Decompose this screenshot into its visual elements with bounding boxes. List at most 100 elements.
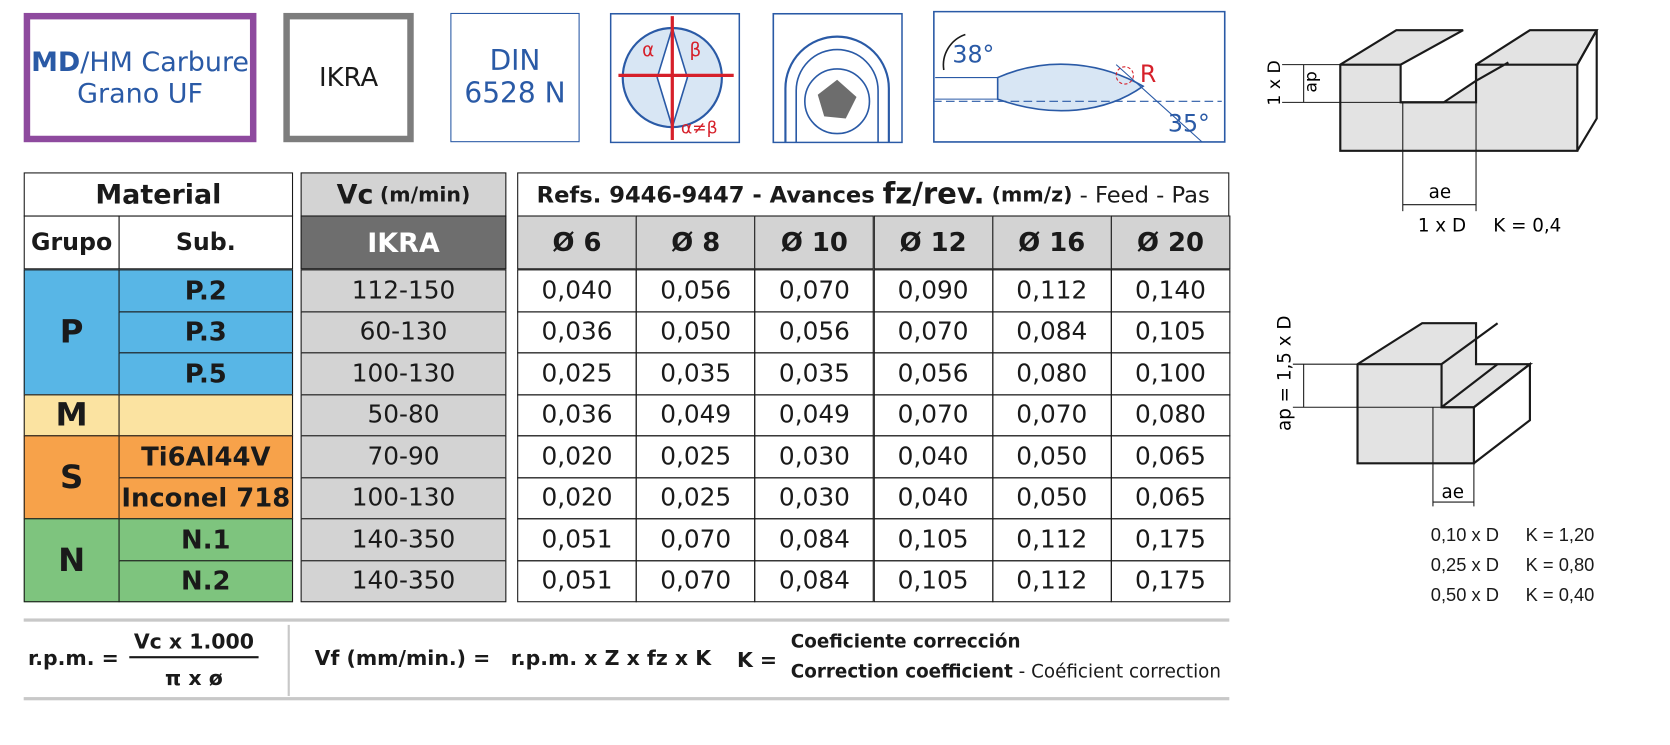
feed-cell: 0,056 bbox=[754, 310, 875, 354]
tool-icon: 38° R 35° bbox=[933, 10, 1226, 143]
standard-line1: DIN bbox=[489, 45, 541, 78]
diameter-header: Ø 6 bbox=[517, 215, 637, 270]
diameter-header: Ø 16 bbox=[991, 215, 1112, 270]
beta-label: β bbox=[690, 40, 702, 61]
feed-cell: 0,140 bbox=[1110, 269, 1231, 312]
feed-cell: 0,100 bbox=[1110, 352, 1231, 395]
feed-cell: 0,020 bbox=[517, 435, 637, 478]
rule-top bbox=[23, 618, 1230, 622]
feed-cell: 0,051 bbox=[517, 518, 637, 561]
alpha-label: α bbox=[642, 40, 654, 61]
refs-part: - Pas bbox=[1148, 181, 1210, 208]
feed-cell: 0,030 bbox=[754, 476, 875, 520]
feed-cell: 0,050 bbox=[991, 476, 1112, 520]
vc-cell: 50-80 bbox=[300, 393, 507, 437]
vc-cell: 60-130 bbox=[300, 310, 507, 354]
group-cell: M bbox=[23, 393, 120, 437]
feed-cell: 0,070 bbox=[754, 269, 875, 312]
sub-header: Sub. bbox=[118, 215, 294, 270]
k-depth: 0,25 x D bbox=[1430, 554, 1499, 576]
sub-cell: N.1 bbox=[118, 518, 294, 561]
diameter-header: Ø 12 bbox=[873, 215, 993, 270]
k-en: Correction coefficient bbox=[790, 661, 1013, 684]
sub-cell: Inconel 718 bbox=[118, 476, 294, 520]
k-value: K = 1,20 bbox=[1525, 524, 1595, 546]
slot-k: K = 0,4 bbox=[1493, 216, 1561, 237]
feed-cell: 0,036 bbox=[517, 393, 637, 437]
slot-ap: ap bbox=[1302, 71, 1322, 92]
standard-line2: 6528 N bbox=[464, 77, 566, 110]
feed-cell: 0,056 bbox=[873, 352, 993, 395]
material-bold: MD bbox=[31, 46, 81, 78]
k-value: K = 0,80 bbox=[1525, 554, 1595, 576]
diagram-slot: 1 x D ap ae 1 x D K = 0,4 bbox=[1265, 29, 1599, 237]
k-en-fr: Correction coefficient - Coéficient corr… bbox=[791, 662, 1221, 684]
feed-cell: 0,090 bbox=[873, 269, 993, 312]
vc-label: Vc bbox=[336, 178, 374, 211]
helix-angle-2: 35° bbox=[1168, 109, 1210, 137]
sub-cell: P.5 bbox=[118, 352, 294, 395]
divider bbox=[287, 624, 290, 697]
material-rest: /HM Carbure bbox=[80, 46, 250, 78]
feed-cell: 0,025 bbox=[517, 352, 637, 395]
feed-cell: 0,065 bbox=[1110, 476, 1231, 520]
feed-cell: 0,175 bbox=[1110, 518, 1231, 561]
sub-cell: Ti6Al44V bbox=[118, 435, 294, 478]
feed-cell: 0,051 bbox=[517, 559, 637, 603]
group-cell: S bbox=[23, 435, 120, 520]
diameter-header: Ø 20 bbox=[1110, 215, 1231, 270]
feed-cell: 0,070 bbox=[635, 518, 756, 561]
helix-icon bbox=[772, 12, 903, 144]
helix-angle-1: 38° bbox=[952, 40, 994, 68]
material-line2: Grano UF bbox=[77, 77, 203, 109]
rpm-denominator: π x ø bbox=[165, 666, 223, 691]
feed-cell: 0,030 bbox=[754, 435, 875, 478]
k-depth: 0,10 x D bbox=[1430, 524, 1499, 546]
sub-cell bbox=[118, 393, 294, 437]
group-cell: P bbox=[23, 269, 120, 395]
k-lhs: K = bbox=[736, 648, 778, 673]
k-sep: - bbox=[1012, 661, 1032, 684]
vc-cell: 140-350 bbox=[300, 518, 507, 561]
k-es: Coeficiente corrección bbox=[790, 631, 1021, 653]
feed-cell: 0,036 bbox=[517, 310, 637, 354]
feed-cell: 0,084 bbox=[754, 518, 875, 561]
standard-badge: DIN 6528 N bbox=[450, 12, 580, 143]
k-depth: 0,50 x D bbox=[1430, 585, 1499, 606]
side-ap: ap = 1,5 x D bbox=[1275, 316, 1296, 431]
k-fr: Coéficient correction bbox=[1031, 661, 1221, 684]
vc-cell: 140-350 bbox=[300, 559, 507, 603]
feed-cell: 0,084 bbox=[991, 310, 1112, 354]
feed-cell: 0,105 bbox=[873, 518, 993, 561]
sub-cell: P.3 bbox=[118, 310, 294, 354]
sub-cell: P.2 bbox=[118, 269, 294, 312]
feed-cell: 0,050 bbox=[635, 310, 756, 354]
k-value: K = 0,40 bbox=[1525, 585, 1595, 606]
feed-cell: 0,050 bbox=[991, 435, 1112, 478]
material-badge: MD/HM Carbure Grano UF bbox=[23, 12, 257, 143]
feed-cell: 0,070 bbox=[635, 559, 756, 603]
refs-part: (mm/z) bbox=[984, 182, 1073, 207]
feed-cell: 0,112 bbox=[991, 518, 1112, 561]
group-cell: N bbox=[23, 518, 120, 603]
slot-ae-d: 1 x D bbox=[1418, 216, 1466, 237]
side-ae: ae bbox=[1442, 482, 1464, 503]
feed-cell: 0,025 bbox=[635, 435, 756, 478]
feed-cell: 0,070 bbox=[873, 393, 993, 437]
feed-cell: 0,025 bbox=[635, 476, 756, 520]
feed-cell: 0,175 bbox=[1110, 559, 1231, 603]
vf-rhs: r.p.m. x Z x fz x K bbox=[510, 646, 712, 671]
sub-cell: N.2 bbox=[118, 559, 294, 603]
material-header: Material bbox=[23, 172, 294, 217]
feed-cell: 0,080 bbox=[991, 352, 1112, 395]
feed-cell: 0,056 bbox=[635, 269, 756, 312]
material-line1: MD/HM Carbure bbox=[31, 46, 249, 77]
refs-part: fz/rev. bbox=[882, 177, 985, 212]
feed-cell: 0,049 bbox=[754, 393, 875, 437]
vc-cell: 112-150 bbox=[300, 269, 507, 312]
diagram-side: ap = 1,5 x D ae bbox=[1275, 316, 1534, 507]
angle-icon: α β α≠β bbox=[609, 12, 741, 144]
refs-part: - Feed bbox=[1072, 181, 1149, 208]
neq-label: α≠β bbox=[681, 119, 718, 139]
